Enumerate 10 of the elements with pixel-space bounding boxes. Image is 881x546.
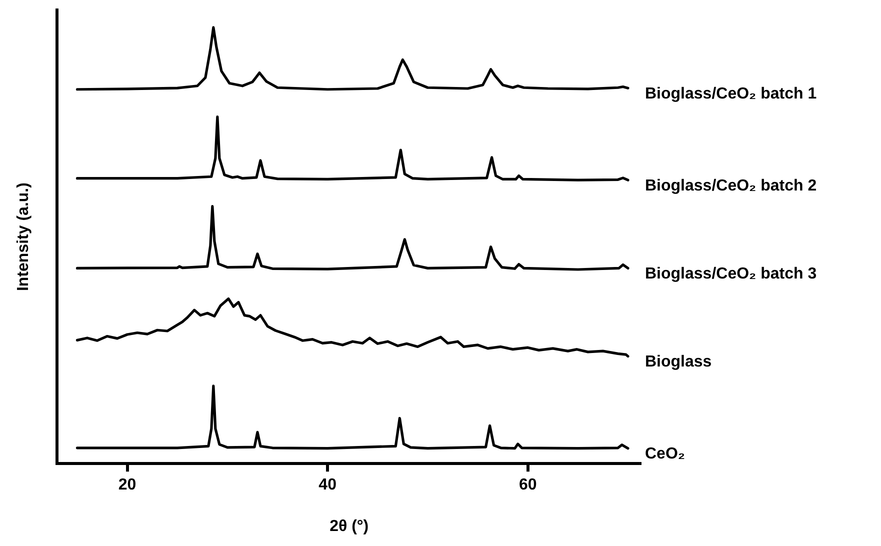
x-tick-label: 20: [118, 476, 136, 494]
x-axis-title: 2θ (°): [330, 518, 369, 535]
y-axis-title: Intensity (a.u.): [15, 182, 32, 292]
series-label: CeO₂: [645, 446, 686, 463]
x-tick-label: 60: [518, 476, 537, 494]
x-tick-label: 40: [318, 476, 337, 494]
series-label: Bioglass/CeO₂ batch 1: [645, 85, 817, 102]
series-label: Bioglass: [645, 354, 712, 371]
series-label: Bioglass/CeO₂ batch 3: [645, 266, 817, 283]
series-label: Bioglass/CeO₂ batch 2: [645, 178, 817, 195]
